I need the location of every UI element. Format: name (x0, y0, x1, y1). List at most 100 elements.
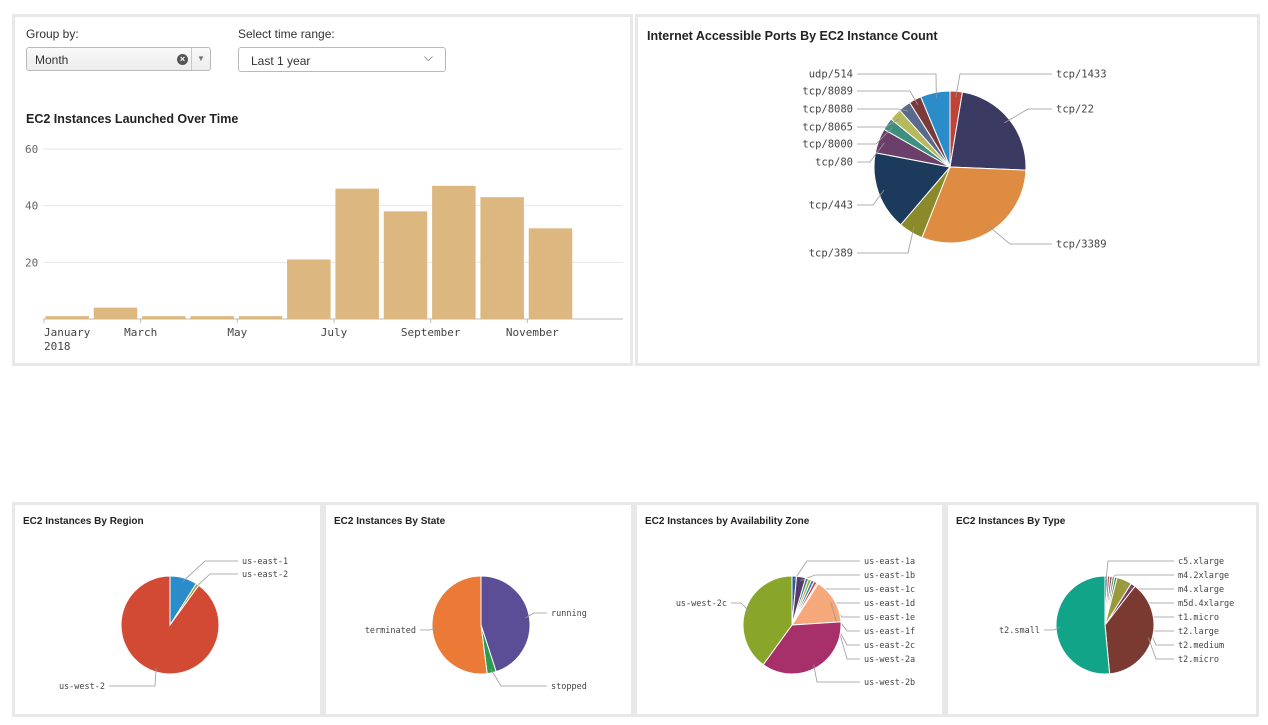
leader-line-tcp-8000 (857, 127, 893, 145)
x-tick-label-november: November (506, 326, 559, 339)
group-by-value: Month (35, 53, 69, 67)
state-pie-chart: running stopped terminated (365, 575, 587, 692)
pie-label-us-west-2a: us-west-2a (864, 655, 915, 665)
pie-label-us-west-2b: us-west-2b (864, 678, 915, 688)
launched-panel: Group by: Month × ▼ Select time range: L… (12, 14, 633, 366)
leader-line-tcp-389 (857, 226, 915, 254)
pie-label-tcp-1433: tcp/1433 (1056, 69, 1107, 81)
type-title: EC2 Instances By Type (956, 516, 1066, 527)
pie-label-udp-514: udp/514 (809, 69, 853, 81)
state-panel: EC2 Instances By State running stopped ter… (323, 502, 634, 717)
bar-september (432, 185, 476, 319)
chevron-down-icon[interactable]: ⌵ (423, 50, 433, 64)
bar-november (528, 228, 573, 319)
type-panel: EC2 Instances By Type c5.xlarge m4.2xlarg… (945, 502, 1259, 717)
leader-line-tcp-8089 (857, 90, 919, 106)
y-tick-label-40: 40 (25, 200, 38, 213)
pie-label-t2-small: t2.small (999, 626, 1040, 636)
pie-label-m4-2xlarge: m4.2xlarge (1178, 571, 1229, 581)
leader-line-us-west-2c (731, 602, 750, 612)
pie-label-us-east-1d: us-east-1d (864, 599, 915, 609)
bar-july (335, 188, 379, 319)
type-pie-chart: c5.xlarge m4.2xlarge m4.xlarge m5d.4xlarge t… (999, 557, 1234, 675)
pie-label-us-east-1: us-east-1 (242, 557, 288, 567)
slice-tcp-443 (873, 152, 951, 226)
time-range-label: Select time range: (238, 27, 335, 41)
y-tick-label-60: 60 (25, 143, 38, 156)
pie-label-t2-medium: t2.medium (1178, 641, 1224, 651)
pie-label-t2-micro: t2.micro (1178, 655, 1219, 665)
pie-label-us-east-1c: us-east-1c (864, 585, 915, 595)
x-tick-label-march: March (124, 326, 157, 339)
leader-line-tcp-22 (1004, 108, 1052, 124)
pie-label-us-west-2: us-west-2 (59, 682, 105, 692)
leader-line-t2-micro (1147, 637, 1174, 660)
slice-us-west-2b (762, 621, 842, 675)
ports-title: Internet Accessible Ports By EC2 Instanc… (647, 29, 938, 43)
slice-t2-small (1055, 575, 1111, 675)
slice-us-west-2c (742, 575, 793, 666)
leader-line-c5-xlarge (1105, 560, 1174, 580)
pie-label-tcp-22: tcp/22 (1056, 104, 1094, 116)
slice-terminated (431, 575, 488, 675)
region-pie-chart: us-east-1 us-east-2 us-west-2 (59, 557, 288, 692)
az-pie-chart: us-east-1a us-east-1b us-east-1c us-east-1d… (676, 557, 915, 688)
leader-line-us-west-2 (109, 667, 157, 687)
state-title: EC2 Instances By State (334, 516, 446, 527)
pie-label-stopped: stopped (551, 682, 587, 692)
time-range-select[interactable]: Last 1 year ⌵ (238, 47, 446, 72)
pie-label-t1-micro: t1.micro (1178, 613, 1219, 623)
pie-label-c5-xlarge: c5.xlarge (1178, 557, 1224, 567)
bar-february (93, 307, 138, 319)
pie-label-m4-xlarge: m4.xlarge (1178, 585, 1224, 595)
pie-label-us-west-2c: us-west-2c (676, 599, 727, 609)
leader-line-terminated (420, 627, 437, 631)
clear-icon[interactable]: × (177, 54, 188, 65)
bar-may (238, 316, 283, 319)
time-range-value: Last 1 year (251, 54, 311, 68)
x-tick-label-may: May (227, 326, 247, 339)
pie-label-t2-large: t2.large (1178, 627, 1219, 637)
pie-label-us-east-1e: us-east-1e (864, 613, 915, 623)
region-panel: EC2 Instances By Region us-east-1 us-east… (12, 502, 323, 717)
pie-label-tcp-8000: tcp/8000 (802, 139, 853, 151)
bar-january-2018 (45, 316, 89, 319)
bar-october (480, 197, 524, 319)
leader-line-tcp-3389 (987, 225, 1052, 245)
group-by-select[interactable]: Month × ▼ (26, 47, 211, 71)
caret-down-icon[interactable]: ▼ (191, 48, 210, 70)
slice-us-west-2 (120, 575, 220, 675)
pie-label-tcp-443: tcp/443 (809, 200, 853, 212)
x-tick-label-july: July (321, 326, 348, 339)
leader-line-tcp-443 (857, 189, 885, 206)
slice-udp-514 (920, 90, 951, 168)
leader-line-us-west-2b (813, 664, 860, 683)
leader-line-tcp-1433 (955, 73, 1052, 98)
launched-title: EC2 Instances Launched Over Time (26, 112, 239, 126)
pie-label-us-east-2: us-east-2 (242, 570, 288, 580)
pie-label-tcp-80: tcp/80 (815, 157, 853, 169)
pie-label-us-east-1a: us-east-1a (864, 557, 915, 567)
slice-running (480, 575, 531, 673)
y-tick-label-20: 20 (25, 256, 38, 269)
leader-line-tcp-8065 (857, 118, 900, 128)
leader-line-us-west-2a (830, 601, 860, 660)
pie-label-tcp-8089: tcp/8089 (802, 86, 853, 98)
leader-line-us-east-1 (182, 560, 238, 582)
pie-label-us-east-1f: us-east-1f (864, 627, 915, 637)
pie-label-tcp-8080: tcp/8080 (802, 104, 853, 116)
pie-label-us-east-1b: us-east-1b (864, 571, 915, 581)
slice-t2-micro (1104, 585, 1155, 675)
pie-label-tcp-3389: tcp/3389 (1056, 239, 1107, 251)
bar-august (383, 211, 428, 319)
bar-march (142, 316, 186, 319)
az-panel: EC2 Instances by Availability Zone us-ea… (634, 502, 945, 717)
leader-line-us-east-1a (793, 560, 860, 581)
leader-line-tcp-8080 (857, 108, 909, 112)
slice-tcp-3389 (921, 166, 1027, 244)
x-tick-label-january: January (44, 326, 91, 339)
leader-line-udp-514 (857, 73, 937, 99)
bar-april (190, 316, 234, 319)
leader-line-t2-small (1044, 626, 1061, 631)
